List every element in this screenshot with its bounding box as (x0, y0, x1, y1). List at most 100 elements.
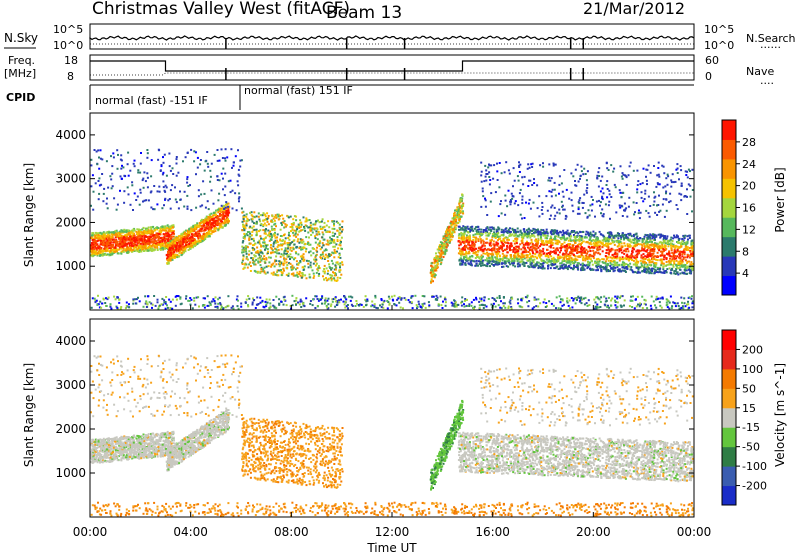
echo-point (152, 225, 155, 228)
echo-point (471, 242, 474, 244)
echo-point (327, 241, 330, 244)
echo-point (131, 184, 134, 187)
echo-point (186, 178, 189, 181)
echo-point (565, 266, 568, 269)
echo-point (578, 235, 581, 237)
echo-point (223, 207, 226, 210)
echo-point (318, 221, 321, 224)
echo-point (213, 213, 216, 216)
echo-point (264, 230, 267, 233)
echo-point (122, 241, 125, 244)
echo-point (176, 249, 179, 252)
echo-point (550, 237, 553, 240)
echo-point (626, 236, 629, 239)
echo-point (162, 242, 164, 245)
echo-point (592, 242, 595, 245)
echo-point (253, 215, 256, 218)
cpid-panel: CPID normal (fast) -151 IF normal (fast)… (6, 84, 694, 110)
echo-point (444, 250, 447, 253)
echo-point (487, 259, 490, 262)
echo-point (288, 238, 291, 241)
echo-point (259, 251, 262, 254)
echo-point (563, 256, 566, 259)
echo-point (262, 229, 265, 232)
echo-point (129, 242, 132, 245)
echo-point (433, 276, 436, 279)
echo-point (275, 216, 278, 219)
echo-point (219, 207, 222, 210)
echo-point (451, 233, 453, 236)
echo-point (510, 254, 512, 256)
echo-point (271, 251, 274, 254)
echo-point (459, 250, 461, 253)
echo-point (97, 239, 100, 242)
echo-point (180, 246, 183, 249)
echo-point (540, 267, 543, 269)
echo-point (287, 255, 290, 258)
echo-point (327, 260, 330, 262)
echo-point (631, 269, 634, 272)
echo-point (604, 255, 607, 257)
echo-point (648, 261, 651, 264)
echo-point (102, 249, 105, 252)
echo-point (495, 241, 498, 244)
echo-point (186, 234, 189, 237)
echo-point (219, 218, 222, 221)
echo-point (339, 227, 342, 230)
echo-point (107, 186, 110, 189)
echo-point (289, 246, 292, 249)
echo-point (580, 246, 583, 248)
echo-point (643, 242, 645, 245)
echo-point (458, 204, 461, 207)
echo-point (237, 149, 239, 152)
echo-point (464, 256, 467, 259)
echo-point (216, 216, 219, 219)
echo-point (105, 243, 108, 246)
echo-point (322, 255, 325, 258)
echo-point (149, 236, 152, 239)
echo-point (175, 156, 178, 158)
echo-point (108, 253, 111, 256)
echo-point (590, 243, 593, 246)
echo-point (148, 239, 151, 242)
echo-point (612, 270, 615, 273)
echo-point (460, 254, 463, 257)
echo-point (107, 232, 110, 235)
echo-point (156, 246, 159, 249)
cpid-mode-1: normal (fast) -151 IF (95, 94, 208, 107)
echo-point (653, 268, 656, 271)
echo-point (257, 260, 260, 263)
echo-point (470, 262, 473, 265)
echo-point (98, 184, 101, 187)
echo-point (109, 175, 112, 178)
echo-point (165, 247, 168, 250)
echo-point (580, 254, 583, 257)
echo-point (175, 250, 178, 253)
echo-point (173, 248, 176, 251)
echo-point (328, 242, 331, 245)
echo-point (674, 270, 677, 273)
echo-point (453, 231, 456, 234)
echo-point (210, 223, 213, 226)
echo-point (337, 221, 340, 224)
echo-point (288, 243, 291, 246)
echo-point (281, 221, 284, 224)
echo-point (327, 277, 330, 280)
echo-point (283, 240, 286, 243)
echo-point (476, 232, 478, 234)
echo-point (282, 264, 285, 267)
echo-point (252, 225, 255, 228)
echo-point (277, 274, 280, 277)
echo-point (197, 189, 200, 192)
echo-point (584, 236, 586, 239)
echo-point (302, 247, 305, 249)
echo-point (612, 265, 615, 268)
echo-point (659, 250, 662, 253)
echo-point (162, 233, 165, 236)
echo-point (119, 234, 122, 237)
echo-point (512, 261, 515, 264)
echo-point (263, 260, 266, 263)
echo-point (274, 273, 277, 276)
echo-point (206, 162, 209, 165)
echo-point (125, 239, 128, 242)
